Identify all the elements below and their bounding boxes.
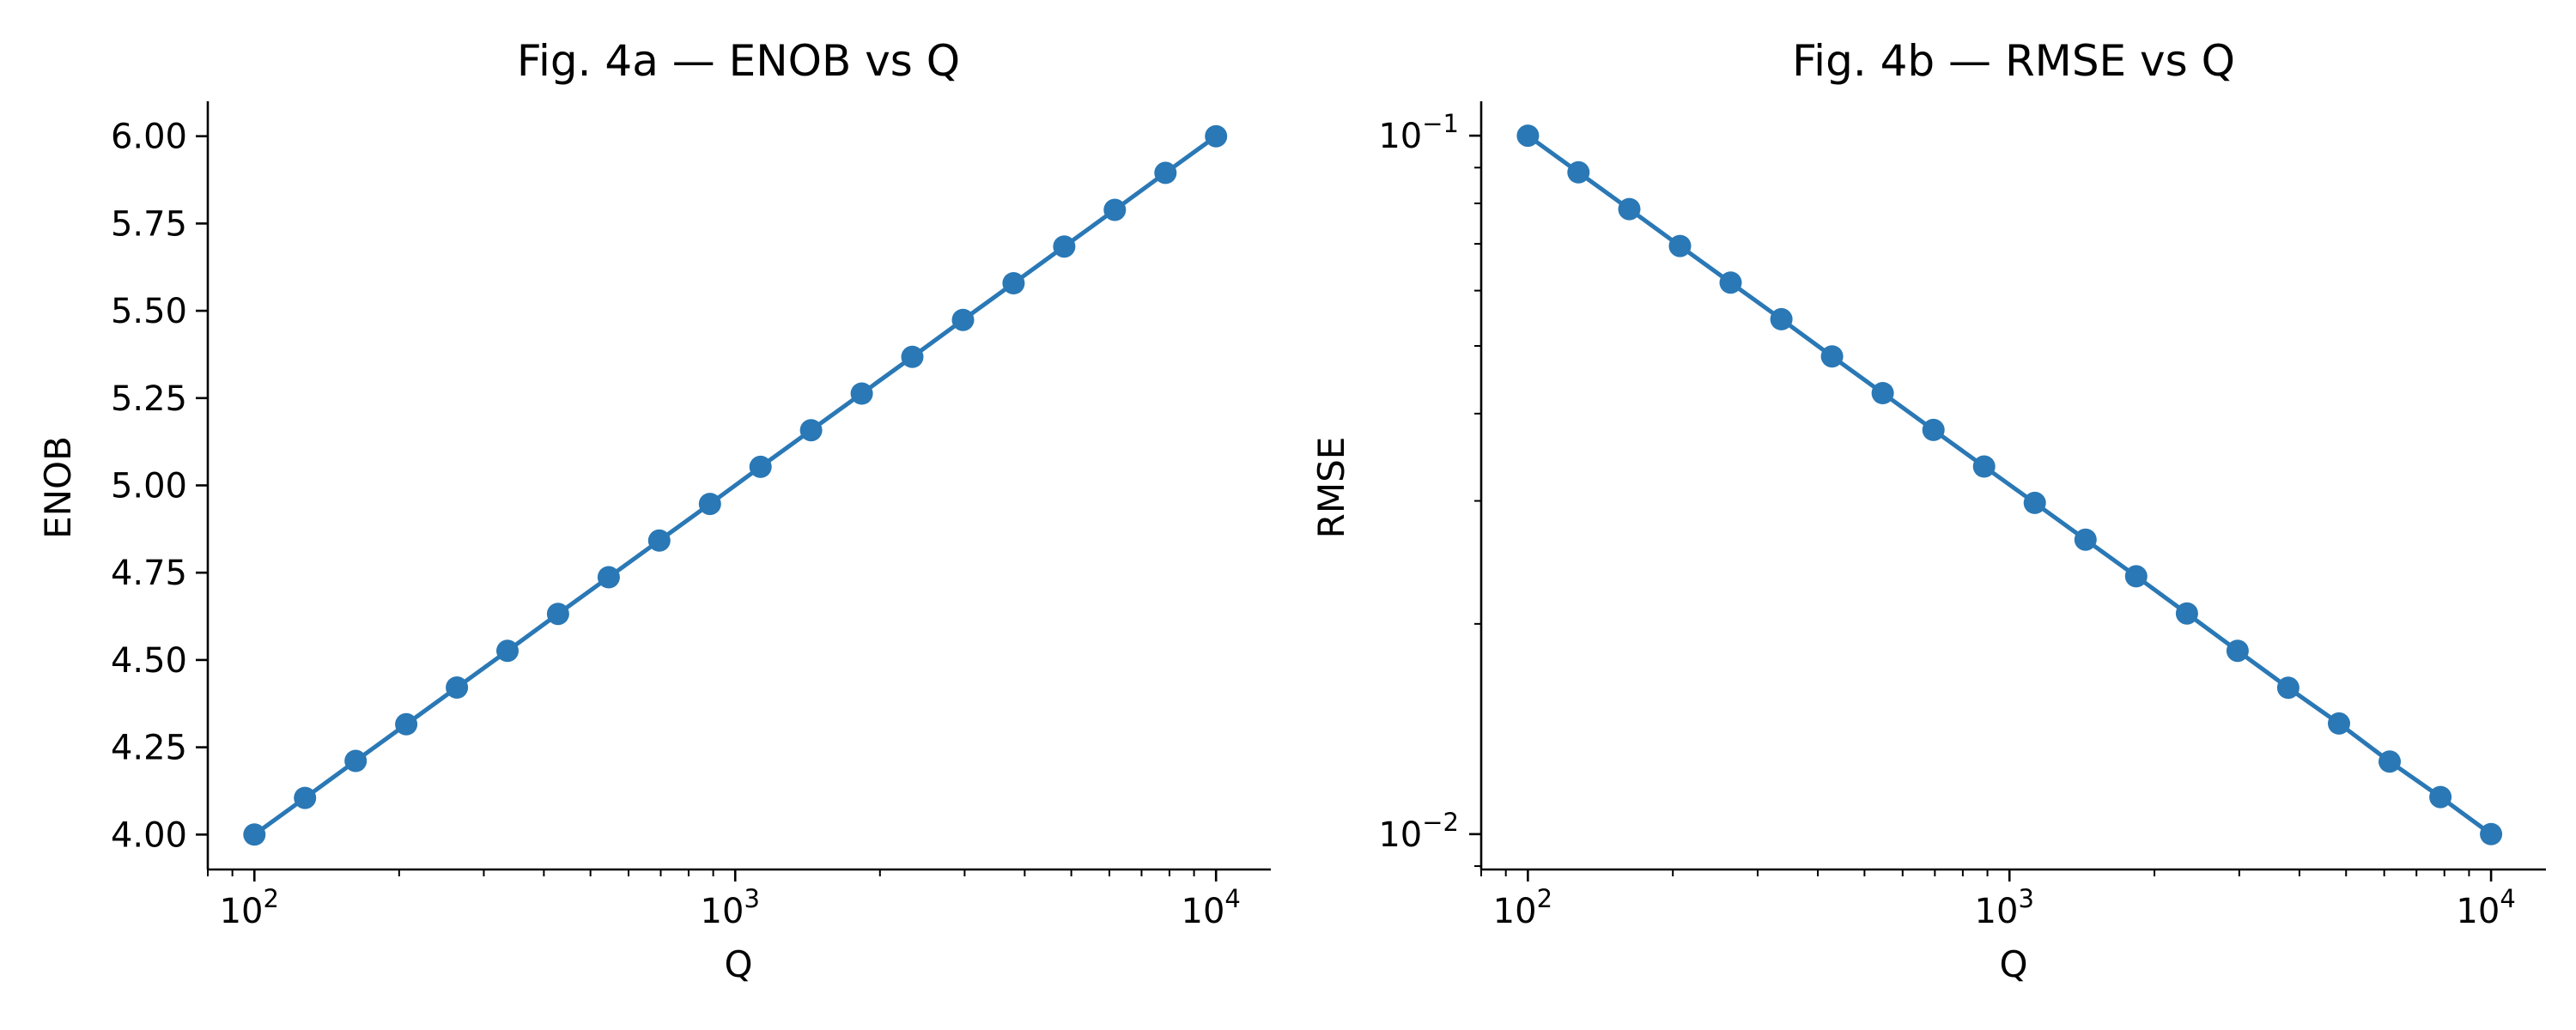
data-point — [1668, 234, 1692, 258]
x-tick-label: 104 — [2456, 884, 2515, 931]
data-point — [446, 676, 469, 699]
data-point — [2480, 822, 2503, 845]
data-point — [2328, 712, 2350, 735]
data-point — [1516, 124, 1540, 148]
data-point — [799, 419, 823, 442]
data-point — [597, 566, 620, 589]
data-point — [2124, 565, 2148, 588]
data-point — [2429, 785, 2452, 809]
data-point — [1567, 161, 1590, 184]
data-point — [2276, 676, 2300, 700]
y-tick-label: 5.25 — [111, 379, 187, 419]
data-point — [1103, 198, 1127, 221]
x-tick-label: 102 — [220, 884, 279, 931]
chart-panel-enob: Fig. 4a — ENOB vs Q Q ENOB 102 103 104 4.00… — [37, 36, 1271, 985]
data-point — [647, 529, 671, 552]
data-point — [546, 603, 569, 626]
data-point — [1719, 271, 1742, 294]
plot-area — [1516, 124, 2503, 845]
data-point — [2175, 602, 2198, 625]
y-tick-label: 5.00 — [111, 467, 187, 506]
y-tick-label: 10−2 — [1378, 808, 1459, 855]
data-point — [1820, 345, 1844, 368]
chart-panel-rmse: Fig. 4b — RMSE vs Q Q RMSE 102 103 104 10−1… — [1310, 36, 2546, 985]
x-tick-label: 103 — [1975, 884, 2034, 931]
data-point — [1770, 307, 1793, 330]
axes: 102 103 104 10−1 10−2 — [1378, 101, 2546, 931]
plot-area — [243, 124, 1228, 846]
y-axis-label: ENOB — [37, 436, 79, 539]
data-point — [2023, 491, 2046, 514]
data-point — [749, 455, 772, 478]
data-point — [294, 786, 317, 809]
x-tick-label: 102 — [1493, 884, 1552, 931]
data-point — [698, 493, 721, 516]
data-point — [850, 382, 873, 405]
y-tick-label: 4.25 — [111, 729, 187, 768]
y-axis-label: RMSE — [1310, 437, 1352, 539]
data-point — [243, 823, 266, 846]
data-point — [2074, 528, 2097, 551]
y-tick-label: 4.75 — [111, 554, 187, 593]
y-tick-label: 5.50 — [111, 292, 187, 331]
y-tick-label: 4.50 — [111, 641, 187, 681]
x-axis-label: Q — [1999, 943, 2027, 985]
axes: 102 103 104 4.00 4.25 4.50 4.75 5.00 5.25 5.50 5.7… — [111, 101, 1271, 931]
data-point — [2226, 639, 2249, 663]
x-tick-label: 103 — [701, 884, 760, 931]
data-point — [344, 749, 368, 772]
data-point — [1871, 382, 1894, 404]
data-point — [1618, 197, 1641, 221]
x-axis-label: Q — [724, 943, 752, 985]
data-point — [395, 712, 418, 736]
y-tick-label: 10−1 — [1378, 109, 1459, 156]
chart-title: Fig. 4b — RMSE vs Q — [1792, 36, 2235, 86]
data-point — [496, 639, 519, 663]
data-point — [1205, 124, 1228, 148]
data-point — [1002, 272, 1025, 294]
data-point — [2379, 750, 2401, 773]
data-point — [1922, 418, 1945, 441]
data-point — [1053, 235, 1076, 258]
y-tick-label: 5.75 — [111, 204, 187, 244]
data-point — [1972, 455, 1996, 478]
chart-title: Fig. 4a — ENOB vs Q — [517, 36, 960, 86]
data-point — [901, 345, 924, 368]
data-point — [1154, 161, 1177, 185]
y-tick-label: 6.00 — [111, 118, 187, 157]
data-point — [951, 308, 975, 331]
y-tick-label: 4.00 — [111, 815, 187, 855]
x-tick-label: 104 — [1182, 884, 1241, 931]
